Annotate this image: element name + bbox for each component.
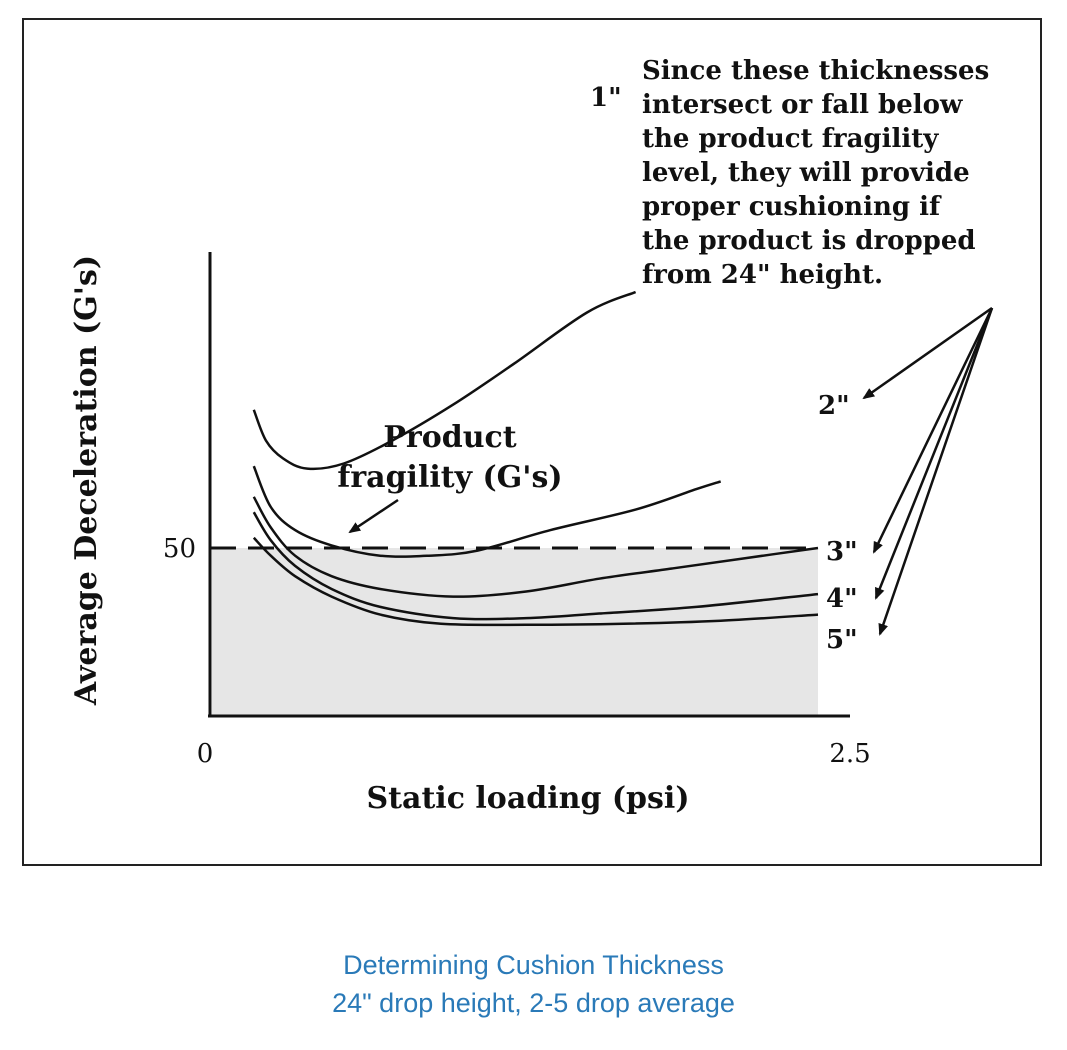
series-label-3in: 3"	[826, 537, 858, 567]
annotation-block: Since these thicknesses intersect or fal…	[642, 56, 989, 290]
caption-title: Determining Cushion Thickness	[343, 950, 724, 980]
annotation-arrow-5in	[878, 307, 994, 636]
series-label-1in: 1"	[590, 83, 622, 113]
x-tick-label-1: 2.5	[829, 739, 870, 769]
chart-frame	[22, 18, 1042, 866]
annotation-arrow-2in	[862, 306, 993, 400]
caption-subtitle: 24" drop height, 2-5 drop average	[332, 988, 735, 1018]
series-label-2in: 2"	[818, 391, 850, 421]
series-curve-4	[252, 511, 819, 621]
fragility-label-line-2: fragility (G's)	[337, 460, 562, 495]
annotation-arrows	[862, 306, 994, 636]
series-curve-2	[252, 465, 722, 558]
y-axis-title: Average Deceleration (G's)	[69, 255, 104, 706]
series-curves	[252, 290, 819, 627]
annotation-line-2: intersect or fall below	[642, 90, 963, 120]
fragility-label-line-1: Product	[383, 420, 516, 455]
series-label-5in: 5"	[826, 625, 858, 655]
fragility-label-arrow	[348, 498, 399, 534]
annotation-line-5: proper cushioning if	[642, 192, 942, 222]
annotation-line-6: the product is dropped	[642, 226, 976, 256]
series-curve-1	[252, 290, 637, 471]
y-tick-label-50: 50	[163, 534, 196, 564]
annotation-arrow-3in	[872, 307, 994, 554]
safe-region	[212, 548, 818, 715]
annotation-line-1: Since these thicknesses	[642, 56, 989, 86]
x-tick-label-0: 0	[197, 739, 214, 769]
annotation-line-3: the product fragility	[642, 124, 939, 154]
annotation-line-4: level, they will provide	[642, 158, 970, 188]
annotation-line-7: from 24" height.	[642, 260, 883, 290]
series-curve-5	[252, 536, 819, 627]
series-label-4in: 4"	[826, 584, 858, 614]
series-curve-3	[252, 496, 819, 598]
x-axis-title: Static loading (psi)	[366, 781, 689, 816]
annotation-arrow-4in	[874, 307, 994, 600]
